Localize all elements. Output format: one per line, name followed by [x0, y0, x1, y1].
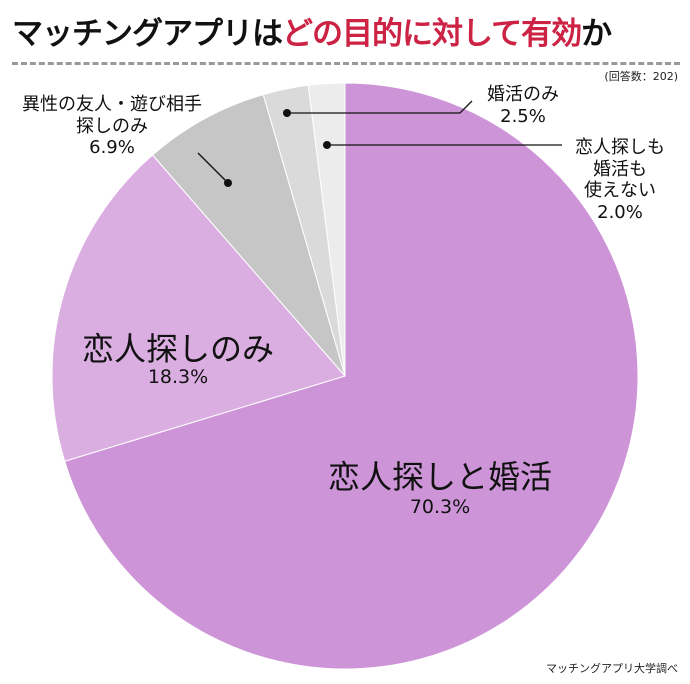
title-divider [12, 62, 680, 65]
pie-slice-4 [307, 82, 346, 377]
slice-value-0: 70.3% [409, 496, 471, 518]
leader-line-3-dot [283, 109, 291, 117]
leader-line-2 [197, 152, 229, 184]
slice-label-4: 恋人探しも 婚活も 使えない 2.0% [575, 137, 665, 223]
slice-label-4-line2: 婚活も [593, 158, 647, 180]
title-highlight: どの目的に対して有効 [282, 16, 582, 52]
pie-slice-1 [51, 154, 346, 462]
leader-line-2-dot [224, 179, 232, 187]
chart-title: マッチングアプリはどの目的に対して有効か [12, 8, 612, 53]
source-credit: マッチングアプリ大学調べ [546, 662, 678, 675]
leader-line-3 [287, 100, 473, 114]
leader-line-4-dot [323, 141, 331, 149]
slice-label-4-line1: 恋人探しも [575, 137, 665, 158]
slice-label-3-text: 婚活のみ [487, 84, 559, 105]
pie-slice-2 [151, 94, 346, 377]
slice-label-4-line3: 使えない [584, 180, 656, 202]
pie-slice-0 [64, 82, 639, 670]
slice-label-2-line2: 探しのみ [76, 115, 148, 137]
slice-value-3: 2.5% [500, 105, 546, 127]
sample-size-note: (回答数：202) [604, 70, 678, 83]
slice-value-2: 6.9% [89, 137, 135, 159]
title-part1: マッチングアプリは [12, 16, 283, 52]
slice-label-1: 恋人探しのみ [81, 330, 275, 368]
slice-label-3: 婚活のみ 2.5% [487, 84, 559, 127]
slice-value-1: 18.3% [147, 366, 209, 388]
slice-label-2: 異性の友人・遊び相手 探しのみ 6.9% [22, 94, 202, 159]
slice-label-2-line1: 異性の友人・遊び相手 [22, 94, 202, 115]
slice-label-0: 恋人探しと婚活 [327, 458, 553, 496]
slice-value-4: 2.0% [597, 201, 643, 223]
title-part2: か [581, 16, 612, 52]
